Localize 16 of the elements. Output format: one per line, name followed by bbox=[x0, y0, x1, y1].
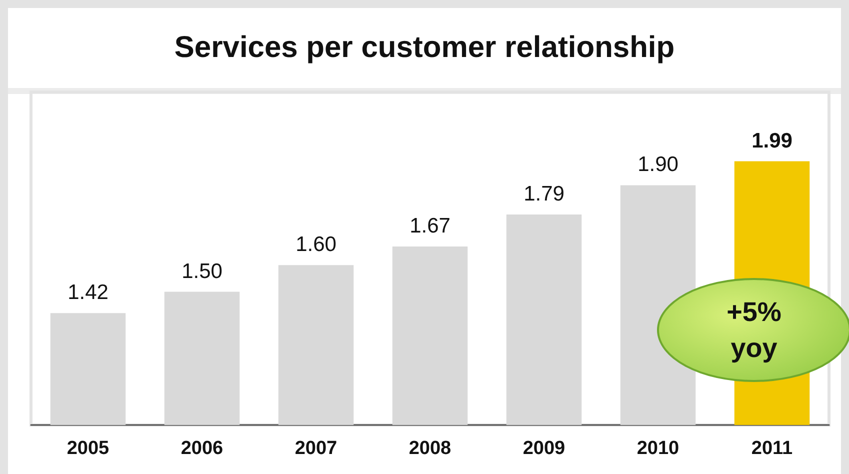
x-tick-label: 2011 bbox=[751, 438, 794, 459]
x-tick-label: 2008 bbox=[408, 438, 452, 459]
data-label: 1.42 bbox=[68, 281, 108, 304]
data-label: 1.50 bbox=[182, 260, 222, 283]
data-label: 1.79 bbox=[524, 182, 564, 206]
data-label: 1.99 bbox=[752, 129, 792, 152]
annotation: +5% yoy bbox=[726, 296, 782, 365]
x-tick-label: 2006 bbox=[180, 438, 224, 459]
x-tick-label: 2010 bbox=[636, 438, 680, 459]
data-label: 1.60 bbox=[296, 233, 336, 256]
x-tick-label: 2009 bbox=[522, 438, 566, 459]
x-tick-label: 2005 bbox=[66, 438, 110, 459]
chart-title: Services per customer relationship bbox=[173, 30, 676, 66]
data-label: 1.90 bbox=[638, 153, 678, 176]
x-tick-label: 2007 bbox=[294, 438, 338, 459]
data-label: 1.67 bbox=[410, 214, 450, 238]
